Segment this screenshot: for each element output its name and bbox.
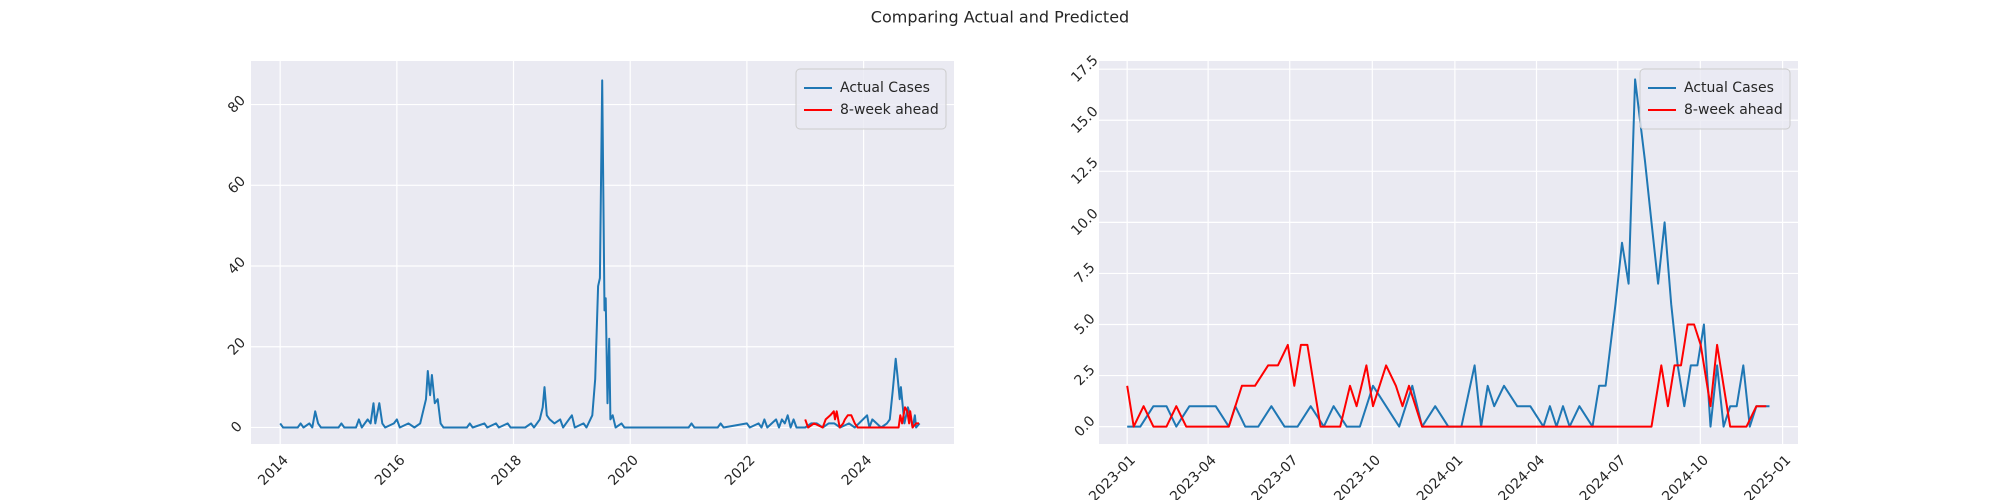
y-tick-label: 5.0 xyxy=(1071,311,1098,338)
y-tick-label: 60 xyxy=(225,173,249,197)
legend-box xyxy=(795,68,947,130)
y-tick-label: 7.5 xyxy=(1071,260,1098,287)
x-tick-label: 2014 xyxy=(255,452,292,489)
y-tick-label: 80 xyxy=(225,93,249,117)
x-tick-label: 2018 xyxy=(489,452,526,489)
y-tick-label: 20 xyxy=(225,335,249,359)
x-tick-label: 2023-01 xyxy=(1086,452,1139,500)
y-tick-label: 2.5 xyxy=(1071,362,1098,389)
x-tick-label: 2024-10 xyxy=(1659,452,1712,500)
x-tick-label: 2025-01 xyxy=(1742,452,1795,500)
y-tick-label: 12.5 xyxy=(1068,155,1101,188)
x-tick-label: 2020 xyxy=(605,452,642,489)
legend-box xyxy=(1639,68,1791,130)
series-line xyxy=(804,406,919,429)
y-tick-label: 15.0 xyxy=(1068,104,1101,137)
legend: Actual Cases 8-week ahead xyxy=(795,68,947,130)
x-tick-label: 2024-01 xyxy=(1414,452,1467,500)
x-tick-label: 2024 xyxy=(839,452,876,489)
y-tick-label: 0 xyxy=(228,419,246,437)
series-line xyxy=(279,79,921,429)
legend-label: Actual Cases xyxy=(1684,80,1774,96)
legend-label: 8-week ahead xyxy=(840,102,939,118)
legend-label: 8-week ahead xyxy=(1684,102,1783,118)
x-tick-label: 2024-04 xyxy=(1495,452,1548,500)
y-tick-label: 10.0 xyxy=(1068,206,1101,239)
x-tick-label: 2023-07 xyxy=(1249,452,1302,500)
y-tick-label: 0.0 xyxy=(1071,413,1098,440)
y-tick-label: 17.5 xyxy=(1068,52,1101,85)
series-line xyxy=(1126,323,1767,428)
legend: Actual Cases 8-week ahead xyxy=(1639,68,1791,130)
x-tick-label: 2024-07 xyxy=(1577,452,1630,500)
y-tick-label: 40 xyxy=(225,254,249,278)
legend-label: Actual Cases xyxy=(840,80,930,96)
x-tick-label: 2023-10 xyxy=(1331,452,1384,500)
x-tick-label: 2022 xyxy=(722,452,759,489)
x-tick-label: 2016 xyxy=(372,452,409,489)
x-tick-label: 2023-04 xyxy=(1167,452,1220,500)
series-line xyxy=(1127,78,1770,428)
figure-title: Comparing Actual and Predicted xyxy=(871,8,1129,27)
